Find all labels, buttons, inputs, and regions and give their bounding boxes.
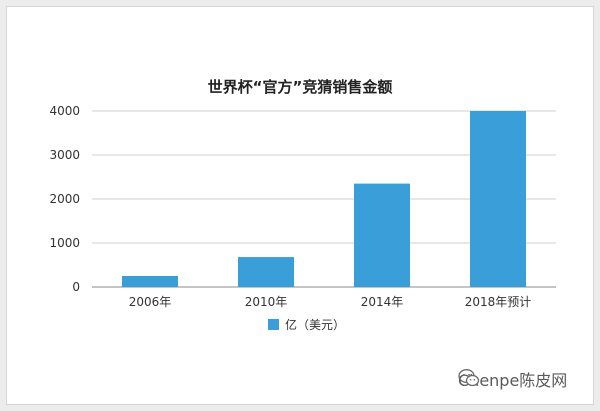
x-tick-label: 2010年 — [245, 295, 288, 309]
legend-swatch — [268, 319, 279, 330]
watermark: Chenpe陈皮网 — [458, 368, 567, 390]
x-tick-label: 2018年预计 — [465, 295, 532, 309]
y-tick-label: 2000 — [49, 192, 80, 206]
bar-2014年 — [354, 183, 410, 287]
y-tick-label: 4000 — [49, 104, 80, 118]
x-tick-label: 2014年 — [361, 295, 404, 309]
bar-2006年 — [122, 276, 178, 287]
wechat-icon — [458, 369, 480, 387]
y-tick-label: 1000 — [49, 236, 80, 250]
legend-label: 亿（美元） — [285, 317, 345, 332]
bar-2010年 — [238, 257, 294, 287]
bar-2018年预计 — [470, 111, 526, 287]
y-tick-label: 3000 — [49, 148, 80, 162]
y-tick-label: 0 — [72, 280, 80, 294]
x-tick-label: 2006年 — [129, 295, 172, 309]
watermark-text: Chenpe陈皮网 — [458, 371, 568, 390]
chart-title: 世界杯“官方”竞猜销售金额 — [207, 78, 393, 96]
